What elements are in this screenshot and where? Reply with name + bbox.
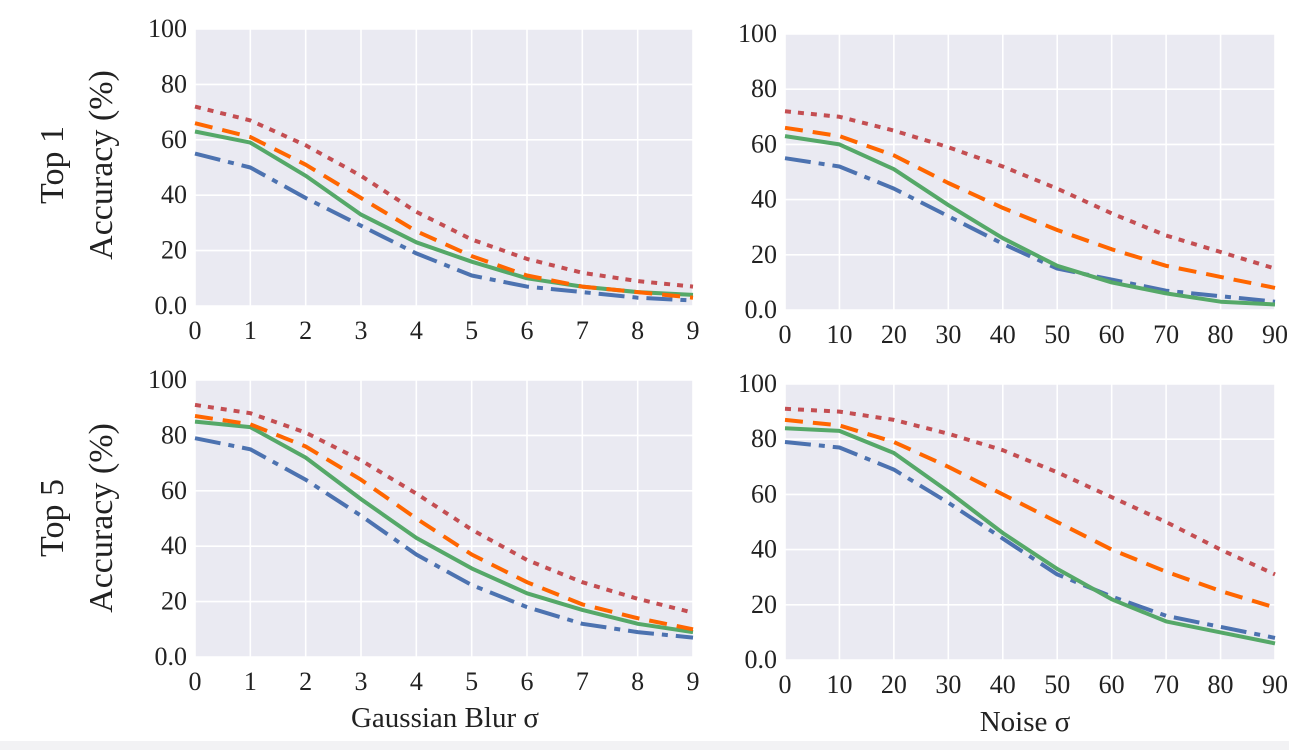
panel-top1-noise: 0 10 20 30 40 50 60 70 80 90 0.0 20 40 60 80 100 <box>738 19 1288 349</box>
x-tick-label: 30 <box>935 320 961 349</box>
y-tick-label: 40 <box>161 531 187 560</box>
series-line-solid <box>194 419 694 635</box>
y-tick-label: 100 <box>148 365 187 394</box>
y-tick-label: 0.0 <box>155 291 188 320</box>
panel-top1-gaussian-blur: 0 1 2 3 4 5 6 7 8 9 0.0 20 40 60 80 100 <box>148 14 700 345</box>
plot-background <box>785 384 1275 660</box>
panel-top5-noise: 0 10 20 30 40 50 60 70 80 90 0.0 20 40 60 80 100 <box>738 369 1288 699</box>
x-tick-label: 10 <box>826 320 852 349</box>
y-axis-label-top5: Accuracy (%) <box>83 423 120 613</box>
y-tick-label: 80 <box>751 74 777 103</box>
y-tick-label: 80 <box>161 420 187 449</box>
y-axis-label-top1: Accuracy (%) <box>83 70 120 260</box>
x-tick-label: 0 <box>779 670 792 699</box>
plot-background <box>785 34 1275 310</box>
x-tick-label: 90 <box>1262 320 1288 349</box>
x-tick-label: 2 <box>299 316 312 345</box>
y-tick-label: 60 <box>161 125 187 154</box>
x-tick-label: 80 <box>1208 320 1234 349</box>
y-tick-label: 40 <box>751 185 777 214</box>
x-tick-label: 50 <box>1044 670 1070 699</box>
y-tick-label: 0.0 <box>155 642 188 671</box>
x-tick-label: 3 <box>355 316 368 345</box>
y-tick-label: 80 <box>161 69 187 98</box>
x-tick-label: 40 <box>990 670 1016 699</box>
x-tick-label: 7 <box>576 667 589 696</box>
series-line-dashed <box>194 414 694 632</box>
series-line-dotted <box>784 109 1276 271</box>
series-line-solid <box>784 134 1276 307</box>
panel-top5-gaussian-blur: 0 1 2 3 4 5 6 7 8 9 0.0 20 40 60 80 100 <box>148 365 700 696</box>
y-tick-label: 100 <box>148 14 187 43</box>
x-tick-label: 50 <box>1044 320 1070 349</box>
x-tick-label: 60 <box>1099 320 1125 349</box>
y-tick-label: 60 <box>751 479 777 508</box>
x-tick-label: 1 <box>244 667 257 696</box>
row-label-top1: Top 1 <box>34 126 71 204</box>
series-line-dotted <box>194 104 694 289</box>
x-tick-label: 20 <box>881 320 907 349</box>
x-tick-label: 1 <box>244 316 257 345</box>
x-tick-label: 0 <box>779 320 792 349</box>
x-tick-label: 5 <box>465 667 478 696</box>
series-line-dashed <box>784 125 1276 290</box>
x-tick-label: 20 <box>881 670 907 699</box>
bottom-strip <box>0 741 1289 750</box>
series-line-dashed <box>194 121 694 300</box>
x-tick-label: 60 <box>1099 670 1125 699</box>
y-tick-label: 20 <box>751 590 777 619</box>
x-tick-label: 70 <box>1153 670 1179 699</box>
y-tick-label: 60 <box>161 476 187 505</box>
series-line-dashed <box>784 417 1276 610</box>
series-line-dotted <box>784 406 1276 577</box>
y-tick-label: 20 <box>161 236 187 265</box>
y-tick-label: 40 <box>751 535 777 564</box>
x-tick-label: 6 <box>521 667 534 696</box>
x-tick-label: 3 <box>355 667 368 696</box>
x-tick-label: 9 <box>687 316 700 345</box>
x-tick-label: 0 <box>189 667 202 696</box>
row-label-top5: Top 5 <box>34 479 71 557</box>
series-line-dashdot <box>194 151 694 303</box>
y-tick-label: 20 <box>751 240 777 269</box>
series-line-dotted <box>194 402 694 615</box>
x-tick-label: 5 <box>465 316 478 345</box>
series-line-dashdot <box>194 436 694 640</box>
x-axis-label-gaussian-blur: Gaussian Blur σ <box>351 702 539 734</box>
x-tick-label: 8 <box>631 316 644 345</box>
x-tick-label: 6 <box>521 316 534 345</box>
x-tick-label: 8 <box>631 667 644 696</box>
y-tick-label: 0.0 <box>745 645 778 674</box>
x-tick-label: 40 <box>990 320 1016 349</box>
x-tick-label: 4 <box>410 667 423 696</box>
x-tick-label: 7 <box>576 316 589 345</box>
x-tick-label: 0 <box>189 316 202 345</box>
y-tick-label: 20 <box>161 587 187 616</box>
x-tick-label: 90 <box>1262 670 1288 699</box>
y-tick-label: 100 <box>738 369 777 398</box>
plot-background <box>195 29 693 306</box>
x-axis-label-noise: Noise σ <box>980 706 1071 738</box>
y-tick-label: 40 <box>161 180 187 209</box>
x-tick-label: 2 <box>299 667 312 696</box>
x-tick-label: 70 <box>1153 320 1179 349</box>
x-tick-label: 80 <box>1208 670 1234 699</box>
x-tick-label: 10 <box>826 670 852 699</box>
x-tick-label: 9 <box>687 667 700 696</box>
x-tick-label: 30 <box>935 670 961 699</box>
plot-background <box>195 380 693 657</box>
y-tick-label: 80 <box>751 424 777 453</box>
series-line-dashdot <box>784 156 1276 304</box>
y-tick-label: 100 <box>738 19 777 48</box>
series-line-dashdot <box>784 440 1276 640</box>
y-tick-label: 60 <box>751 129 777 158</box>
y-tick-label: 0.0 <box>745 295 778 324</box>
x-tick-label: 4 <box>410 316 423 345</box>
series-line-solid <box>784 426 1276 646</box>
